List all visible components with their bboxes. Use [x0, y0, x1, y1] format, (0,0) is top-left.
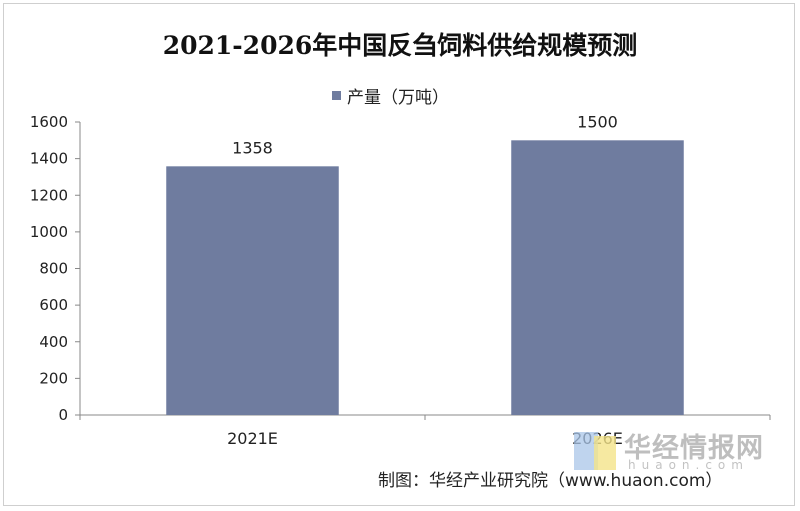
- y-tick-label: 200: [39, 369, 68, 387]
- watermark-subtext: huaon.com: [628, 458, 749, 472]
- watermark: 华经情报网 huaon.com: [574, 424, 774, 474]
- bars: [166, 140, 684, 415]
- bar: [166, 166, 339, 415]
- y-tick-label: 1400: [30, 150, 68, 168]
- y-tick-label: 800: [39, 260, 68, 278]
- legend-label: 产量（万吨）: [347, 87, 449, 108]
- y-tick-label: 1000: [30, 223, 68, 241]
- chart-title: 2021-2026年中国反刍饲料供给规模预测: [162, 31, 638, 60]
- bar-value-label: 1500: [577, 112, 618, 131]
- legend: 产量（万吨）: [332, 85, 449, 108]
- bar-value-label: 1358: [232, 138, 273, 157]
- y-tick-label: 1600: [30, 113, 68, 131]
- watermark-logo-block: [594, 436, 616, 470]
- data-labels: 1358 1500: [232, 112, 618, 157]
- bar: [511, 140, 684, 415]
- x-category-label: 2021E: [227, 429, 278, 448]
- source-note: 制图：华经产业研究院（www.huaon.com）: [378, 471, 723, 491]
- y-tick-label: 1200: [30, 186, 68, 204]
- legend-swatch: [332, 90, 341, 100]
- y-tick-label: 400: [39, 333, 68, 351]
- y-tick-label: 600: [39, 296, 68, 314]
- watermark-text: 华经情报网: [624, 433, 764, 464]
- y-tick-label: 0: [58, 406, 68, 424]
- y-axis: 0 200 400 600 800 1000 1200 1400 1600: [30, 113, 81, 424]
